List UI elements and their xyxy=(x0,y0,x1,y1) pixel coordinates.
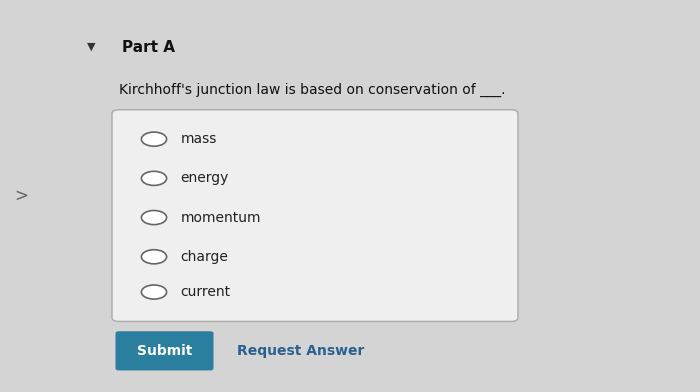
Text: mass: mass xyxy=(181,132,217,146)
Circle shape xyxy=(141,211,167,225)
Text: energy: energy xyxy=(181,171,229,185)
Circle shape xyxy=(141,171,167,185)
Text: momentum: momentum xyxy=(181,211,261,225)
Circle shape xyxy=(141,132,167,146)
Text: charge: charge xyxy=(181,250,228,264)
Text: ▼: ▼ xyxy=(87,42,95,52)
Text: Request Answer: Request Answer xyxy=(237,344,364,358)
Circle shape xyxy=(141,285,167,299)
Text: Submit: Submit xyxy=(136,344,192,358)
Text: current: current xyxy=(181,285,231,299)
Text: >: > xyxy=(14,187,28,205)
Circle shape xyxy=(141,250,167,264)
Text: Part A: Part A xyxy=(122,40,176,54)
FancyBboxPatch shape xyxy=(116,331,214,370)
FancyBboxPatch shape xyxy=(112,110,518,321)
Text: Kirchhoff's junction law is based on conservation of ___.: Kirchhoff's junction law is based on con… xyxy=(119,83,505,97)
